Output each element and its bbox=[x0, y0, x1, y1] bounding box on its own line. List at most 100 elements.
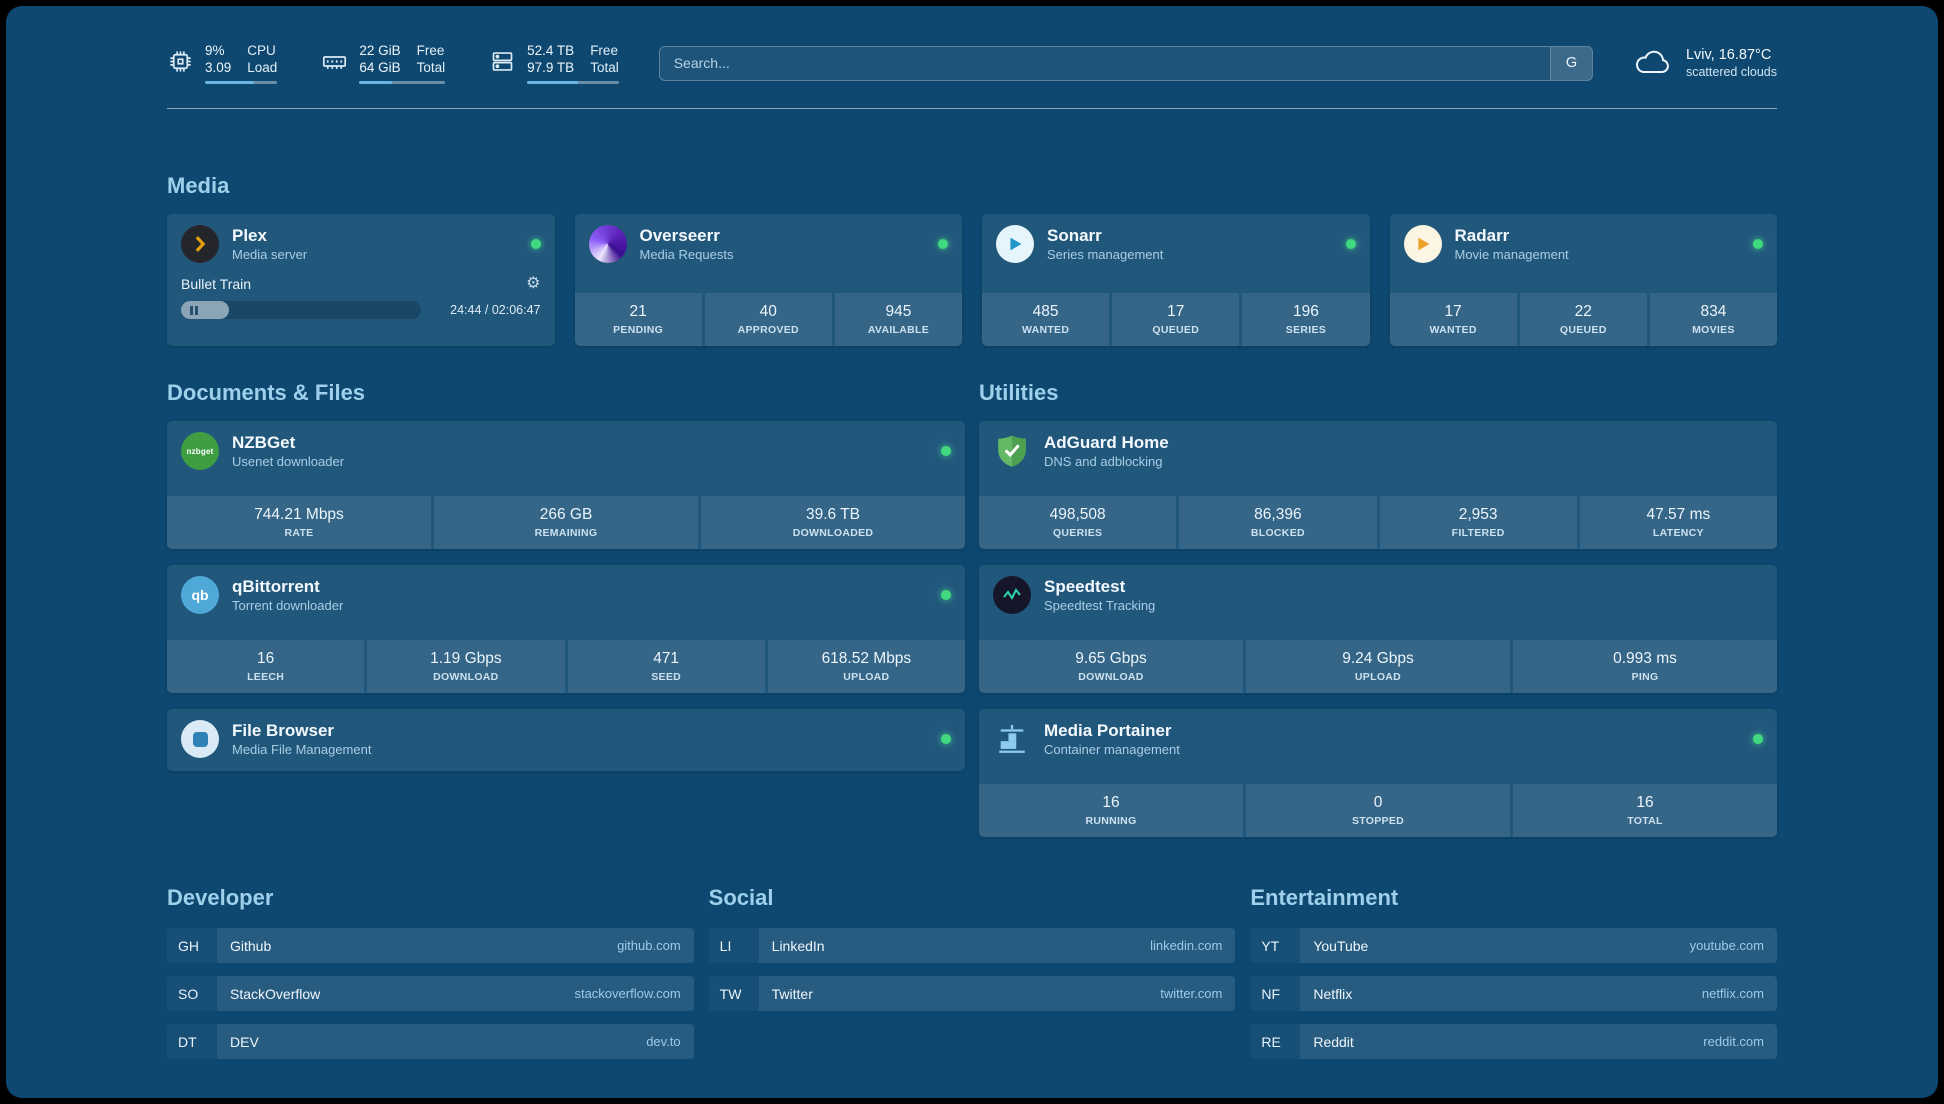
media-section: Media Plex Media server bbox=[167, 173, 1777, 346]
stat-blocked: 86,396 BLOCKED bbox=[1179, 496, 1377, 549]
bookmark-github[interactable]: GH Github github.com bbox=[167, 928, 694, 963]
bookmark-name: YouTube bbox=[1313, 937, 1369, 954]
radarr-link[interactable]: Radarr Movie management bbox=[1390, 214, 1778, 274]
stat-queued: 22 QUEUED bbox=[1519, 293, 1647, 346]
disk-progress-bar bbox=[527, 81, 619, 84]
service-subtitle: Series management bbox=[1047, 247, 1164, 262]
bookmark-netflix[interactable]: NF Netflix netflix.com bbox=[1250, 976, 1777, 1011]
stat-leech: 16 LEECH bbox=[167, 640, 365, 693]
search-input[interactable] bbox=[658, 45, 1593, 81]
nzbget-card: nzbget NZBGet Usenet downloader 744.21 M… bbox=[167, 421, 965, 549]
service-subtitle: Speedtest Tracking bbox=[1044, 598, 1156, 613]
stat-download: 1.19 Gbps DOWNLOAD bbox=[367, 640, 565, 693]
search-provider-button[interactable]: G bbox=[1549, 46, 1592, 80]
sonarr-card: Sonarr Series management 485 WANTED 17 Q… bbox=[982, 214, 1370, 346]
adguard-shield-icon bbox=[993, 432, 1031, 470]
portainer-card: Media Portainer Container management 16 … bbox=[979, 709, 1777, 837]
plex-card: Plex Media server Bullet Train ⚙ bbox=[167, 214, 555, 346]
status-dot bbox=[941, 446, 951, 456]
radarr-card: Radarr Movie management 17 WANTED 22 QUE… bbox=[1389, 214, 1778, 346]
cloud-icon bbox=[1633, 48, 1673, 78]
memory-values: 22 GiB 64 GiB bbox=[359, 43, 401, 75]
cpu-icon bbox=[167, 48, 194, 75]
bookmark-href: netflix.com bbox=[1701, 986, 1764, 1001]
social-group-title: Social bbox=[708, 885, 774, 910]
status-dot bbox=[1753, 239, 1763, 249]
service-subtitle: Torrent downloader bbox=[232, 598, 344, 613]
service-subtitle: Media server bbox=[232, 247, 308, 262]
filebrowser-card: File Browser Media File Management bbox=[167, 709, 965, 771]
entertainment-group-title: Entertainment bbox=[1250, 885, 1399, 910]
portainer-link[interactable]: Media Portainer Container management bbox=[979, 709, 1777, 769]
bookmark-group-entertainment: Entertainment YT YouTube youtube.com NF … bbox=[1250, 885, 1777, 1059]
overseerr-link[interactable]: Overseerr Media Requests bbox=[575, 214, 963, 274]
memory-widget: 22 GiB 64 GiB Free Total bbox=[321, 42, 446, 84]
service-title: NZBGet bbox=[232, 433, 296, 452]
adguard-link[interactable]: AdGuard Home DNS and adblocking bbox=[979, 421, 1777, 481]
bookmark-abbr: TW bbox=[708, 976, 759, 1011]
filebrowser-icon bbox=[181, 720, 219, 758]
memory-icon bbox=[321, 48, 348, 75]
stat-upload: 618.52 Mbps UPLOAD bbox=[767, 640, 965, 693]
gear-icon[interactable]: ⚙ bbox=[526, 275, 541, 292]
speedtest-link[interactable]: Speedtest Speedtest Tracking bbox=[979, 565, 1777, 625]
service-subtitle: Usenet downloader bbox=[232, 454, 345, 469]
filebrowser-link[interactable]: File Browser Media File Management bbox=[167, 709, 965, 769]
memory-progress-bar bbox=[359, 81, 446, 84]
documents-section: Documents & Files nzbget NZBGet Usenet d… bbox=[167, 380, 965, 837]
service-title: Speedtest bbox=[1044, 577, 1126, 596]
disk-labels: Free Total bbox=[590, 43, 619, 75]
developer-group-title: Developer bbox=[167, 885, 274, 910]
weather-widget: Lviv, 16.87°C scattered clouds bbox=[1633, 46, 1777, 80]
bookmark-youtube[interactable]: YT YouTube youtube.com bbox=[1250, 928, 1777, 963]
sonarr-icon bbox=[996, 225, 1034, 263]
top-bar: 9% 3.09 CPU Load bbox=[167, 42, 1777, 84]
disk-icon bbox=[489, 48, 516, 75]
stat-upload: 9.24 Gbps UPLOAD bbox=[1246, 640, 1510, 693]
bookmark-href: twitter.com bbox=[1160, 986, 1223, 1001]
bookmark-name: LinkedIn bbox=[771, 937, 825, 954]
bookmark-href: github.com bbox=[617, 938, 681, 953]
stat-movies: 834 MOVIES bbox=[1649, 293, 1777, 346]
stat-seed: 471 SEED bbox=[567, 640, 765, 693]
stat-queued: 17 QUEUED bbox=[1112, 293, 1240, 346]
qbittorrent-icon: qb bbox=[181, 576, 219, 614]
weather-location: Lviv, 16.87°C bbox=[1685, 47, 1772, 63]
bookmark-reddit[interactable]: RE Reddit reddit.com bbox=[1250, 1024, 1777, 1059]
bookmark-twitter[interactable]: TW Twitter twitter.com bbox=[708, 976, 1236, 1011]
system-resources: 9% 3.09 CPU Load bbox=[167, 42, 619, 84]
cpu-widget: 9% 3.09 CPU Load bbox=[167, 42, 278, 84]
now-playing-title: Bullet Train bbox=[181, 276, 252, 292]
stat-ping: 0.993 ms PING bbox=[1513, 640, 1777, 693]
service-title: Radarr bbox=[1454, 226, 1510, 245]
bookmark-abbr: NF bbox=[1250, 976, 1301, 1011]
bookmark-abbr: RE bbox=[1250, 1024, 1301, 1059]
bookmark-linkedin[interactable]: LI LinkedIn linkedin.com bbox=[708, 928, 1236, 963]
qbittorrent-link[interactable]: qb qBittorrent Torrent downloader bbox=[167, 565, 965, 625]
nzbget-link[interactable]: nzbget NZBGet Usenet downloader bbox=[167, 421, 965, 481]
bookmark-href: reddit.com bbox=[1703, 1034, 1764, 1049]
cpu-labels: CPU Load bbox=[247, 43, 278, 75]
bookmark-dev[interactable]: DT DEV dev.to bbox=[167, 1024, 694, 1059]
service-title: Plex bbox=[232, 226, 267, 245]
header-divider bbox=[167, 108, 1777, 109]
qbittorrent-card: qb qBittorrent Torrent downloader 16 LEE… bbox=[167, 565, 965, 693]
bookmark-name: Github bbox=[230, 937, 272, 954]
status-dot bbox=[941, 590, 951, 600]
bookmark-stackoverflow[interactable]: SO StackOverflow stackoverflow.com bbox=[167, 976, 694, 1011]
stat-remaining: 266 GB REMAINING bbox=[434, 496, 698, 549]
bookmark-href: dev.to bbox=[646, 1034, 681, 1049]
speedtest-icon bbox=[993, 576, 1031, 614]
sonarr-link[interactable]: Sonarr Series management bbox=[982, 214, 1370, 274]
service-title: Sonarr bbox=[1047, 226, 1102, 245]
service-title: Overseerr bbox=[639, 226, 720, 245]
cpu-values: 9% 3.09 bbox=[205, 43, 232, 75]
bookmark-abbr: SO bbox=[167, 976, 217, 1011]
dashboard-screen: 9% 3.09 CPU Load bbox=[6, 6, 1938, 1098]
status-dot bbox=[1345, 239, 1356, 249]
bookmark-abbr: LI bbox=[708, 928, 759, 963]
stat-available: 945 AVAILABLE bbox=[834, 293, 962, 346]
plex-link[interactable]: Plex Media server bbox=[167, 214, 555, 274]
speedtest-card: Speedtest Speedtest Tracking 9.65 Gbps D… bbox=[979, 565, 1777, 693]
bookmark-href: stackoverflow.com bbox=[574, 986, 681, 1001]
